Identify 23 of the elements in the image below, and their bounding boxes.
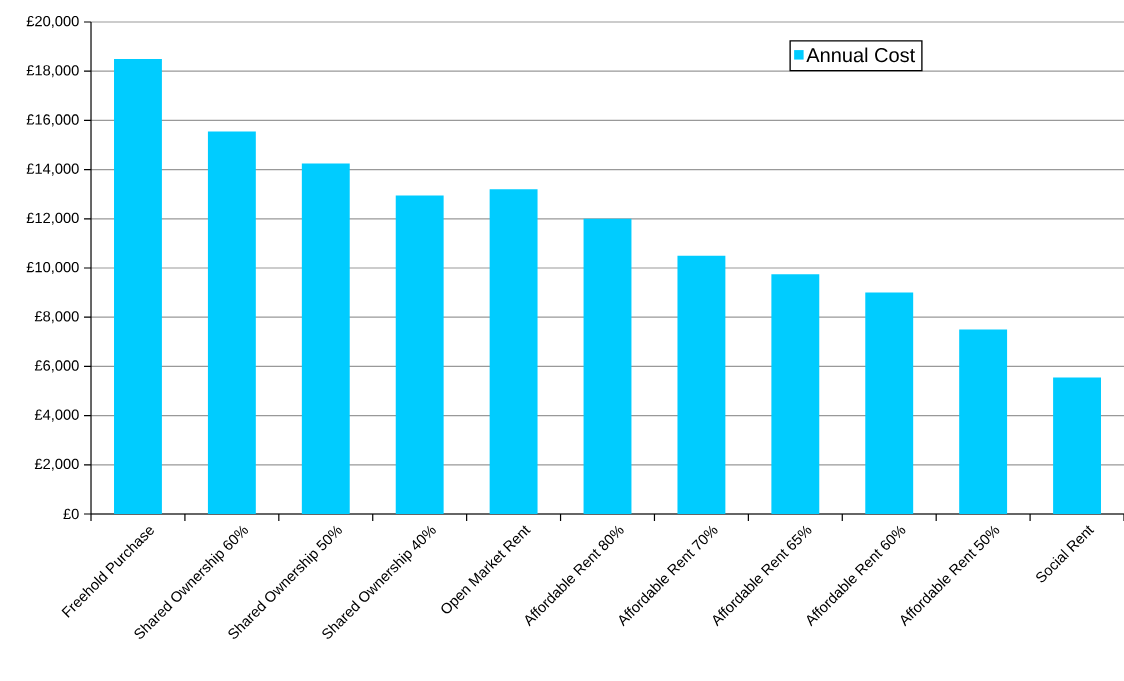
y-tick-label: £4,000	[34, 409, 79, 422]
y-tick-label: £2,000	[34, 458, 79, 471]
bar	[395, 195, 444, 514]
bar	[207, 131, 256, 514]
y-tick-label: £14,000	[26, 163, 79, 176]
bar	[583, 218, 632, 514]
y-tick-label: £0	[63, 508, 79, 520]
bar	[677, 255, 726, 514]
y-tick-label: £8,000	[34, 311, 79, 324]
bar	[771, 274, 820, 514]
y-tick-label: £16,000	[26, 114, 79, 127]
bar	[959, 329, 1008, 514]
y-tick-label: £6,000	[34, 360, 79, 373]
bar	[865, 292, 914, 514]
bar	[1053, 377, 1101, 514]
bar	[114, 58, 162, 514]
y-tick-label: £12,000	[26, 212, 79, 225]
legend-label: Annual Cost	[806, 47, 916, 63]
y-tick-label: £18,000	[26, 65, 79, 78]
bar	[301, 163, 350, 514]
bar	[489, 189, 538, 514]
y-tick-label: £20,000	[26, 15, 79, 29]
y-tick-label: £10,000	[26, 261, 79, 275]
